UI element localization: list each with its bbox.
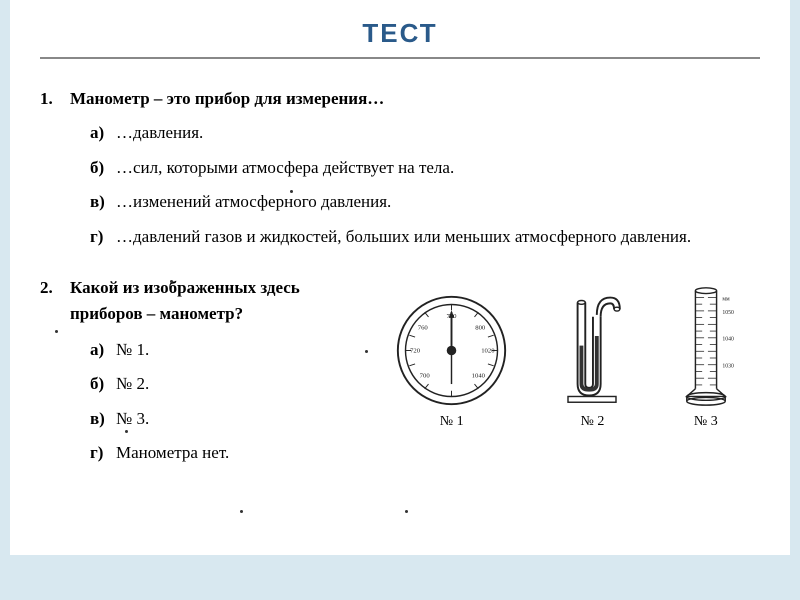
device-2-label: № 2 (581, 414, 605, 430)
opt-label: в) (90, 407, 116, 432)
page-title: ТЕСТ (40, 18, 760, 49)
q1-text: Манометр – это прибор для измерения… (70, 89, 384, 109)
q1-option-b: б) …сил, которыми атмосфера действует на… (90, 156, 760, 181)
q1-options: а) …давления. б) …сил, которыми атмосфер… (40, 121, 760, 250)
q2-text-line2: приборов – манометр? (40, 304, 370, 324)
svg-text:1020: 1020 (481, 347, 495, 354)
opt-text: № 3. (116, 407, 149, 432)
cylinder-icon: мм 1050 1040 1030 (676, 283, 736, 408)
scan-dot (55, 330, 58, 333)
svg-text:700: 700 (420, 372, 431, 379)
q2-option-a: а) № 1. (90, 338, 370, 363)
q2-left: 2. Какой из изображенных здесь приборов … (40, 278, 370, 477)
q1-option-g: г) …давлений газов и жидкостей, больших … (90, 225, 760, 250)
q2-devices: 780 800 760 1020 720 1040 700 № 1 (370, 278, 760, 430)
worksheet-page: ТЕСТ 1. Манометр – это прибор для измере… (10, 0, 790, 555)
question-1: 1. Манометр – это прибор для измерения… … (40, 89, 760, 250)
svg-text:720: 720 (410, 347, 421, 354)
device-3-label: № 3 (694, 414, 718, 430)
opt-text: …давления. (116, 121, 203, 146)
q2-container: 2. Какой из изображенных здесь приборов … (40, 278, 760, 477)
scan-dot (240, 510, 243, 513)
question-1-header: 1. Манометр – это прибор для измерения… (40, 89, 760, 109)
q2-option-g: г) Манометра нет. (90, 441, 370, 466)
opt-label: а) (90, 338, 116, 363)
opt-label: г) (90, 225, 116, 250)
opt-label: б) (90, 156, 116, 181)
q1-option-a: а) …давления. (90, 121, 760, 146)
gauge-icon: 780 800 760 1020 720 1040 700 (394, 293, 509, 408)
q2-number: 2. (40, 278, 60, 298)
q2-options: а) № 1. б) № 2. в) № 3. г) Манометра нет… (40, 338, 370, 467)
scan-dot (125, 430, 128, 433)
q2-option-b: б) № 2. (90, 372, 370, 397)
svg-text:1030: 1030 (722, 363, 734, 369)
utube-icon (557, 288, 627, 408)
opt-text: Манометра нет. (116, 441, 229, 466)
device-1: 780 800 760 1020 720 1040 700 № 1 (394, 293, 509, 430)
opt-label: а) (90, 121, 116, 146)
scan-dot (170, 280, 173, 283)
opt-text: …изменений атмосферного давления. (116, 190, 391, 215)
question-2: 2. Какой из изображенных здесь приборов … (40, 278, 760, 477)
opt-text: № 2. (116, 372, 149, 397)
device-2: № 2 (557, 288, 627, 430)
opt-text: …сил, которыми атмосфера действует на те… (116, 156, 454, 181)
q1-option-v: в) …изменений атмосферного давления. (90, 190, 760, 215)
opt-label: в) (90, 190, 116, 215)
q2-text-line1: Какой из изображенных здесь (70, 278, 300, 298)
svg-text:мм: мм (722, 296, 730, 302)
device-1-label: № 1 (440, 414, 464, 430)
opt-text: …давлений газов и жидкостей, больших или… (116, 225, 691, 250)
svg-text:800: 800 (475, 324, 486, 331)
q1-number: 1. (40, 89, 60, 109)
device-3: мм 1050 1040 1030 № 3 (676, 283, 736, 430)
q2-option-v: в) № 3. (90, 407, 370, 432)
svg-text:1050: 1050 (722, 309, 734, 315)
scan-dot (365, 350, 368, 353)
scan-dot (290, 190, 293, 193)
question-2-header: 2. Какой из изображенных здесь (40, 278, 370, 298)
opt-label: г) (90, 441, 116, 466)
opt-text: № 1. (116, 338, 149, 363)
title-underline (40, 57, 760, 59)
opt-label: б) (90, 372, 116, 397)
svg-text:1040: 1040 (722, 336, 734, 342)
scan-dot (405, 510, 408, 513)
svg-text:760: 760 (418, 324, 429, 331)
svg-text:1040: 1040 (472, 372, 486, 379)
